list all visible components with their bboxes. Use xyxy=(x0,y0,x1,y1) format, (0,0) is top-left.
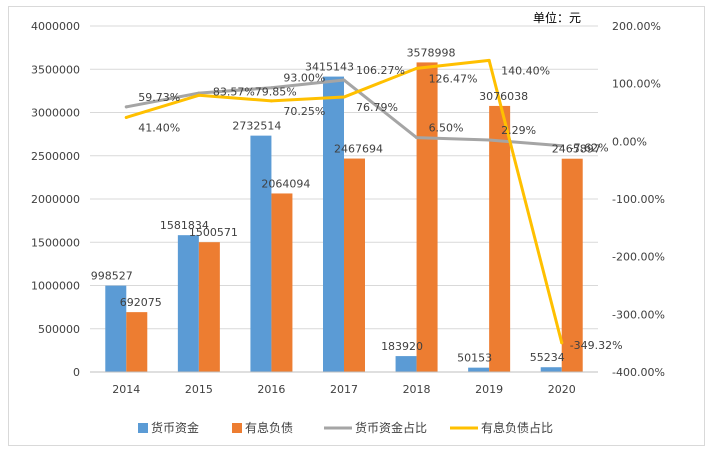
unit-label: 单位：元 xyxy=(533,10,581,25)
point-debt-ratio xyxy=(560,341,564,345)
point-debt-ratio xyxy=(124,115,128,119)
label-debt-ratio: 70.25% xyxy=(283,105,325,118)
left-axis-tick: 2500000 xyxy=(31,150,80,163)
label-cash: 3415143 xyxy=(305,61,354,74)
legend-swatch xyxy=(138,423,148,433)
left-axis-tick: 2000000 xyxy=(31,193,80,206)
x-axis-tick: 2019 xyxy=(475,383,503,396)
label-cash-ratio: 93.00% xyxy=(283,72,325,85)
point-debt-ratio xyxy=(269,99,273,103)
label-debt: 3578998 xyxy=(407,46,456,59)
bar-cash xyxy=(250,135,272,372)
label-cash: 1581834 xyxy=(160,219,209,232)
left-axis-tick: 3500000 xyxy=(31,63,80,76)
point-cash-ratio xyxy=(342,78,346,82)
x-axis-tick: 2016 xyxy=(257,383,285,396)
bar-cash xyxy=(468,367,490,372)
left-axis-tick: 500000 xyxy=(38,323,80,336)
legend-label: 货币资金占比 xyxy=(355,420,427,435)
label-debt-ratio: 140.40% xyxy=(501,64,550,77)
label-cash-ratio: 106.27% xyxy=(356,64,405,77)
point-debt-ratio xyxy=(415,66,419,70)
legend-label: 货币资金 xyxy=(151,420,199,435)
right-axis-tick: -300.00% xyxy=(612,308,665,321)
label-cash: 55234 xyxy=(530,351,565,364)
x-axis-tick: 2015 xyxy=(185,383,213,396)
label-cash-ratio: 6.50% xyxy=(429,122,464,135)
label-debt-ratio: -349.32% xyxy=(570,339,623,352)
x-axis-tick: 2018 xyxy=(403,383,431,396)
label-debt: 692075 xyxy=(120,296,162,309)
data-labels: 998527 1581834 2732514 3415143 183920 50153 55… xyxy=(91,46,623,364)
left-axis-tick: 4000000 xyxy=(31,20,80,33)
label-cash-ratio: 59.73% xyxy=(138,91,180,104)
point-cash-ratio xyxy=(415,136,419,140)
bar-debt xyxy=(561,158,583,372)
left-axis-tick: 0 xyxy=(73,366,80,379)
bar-series xyxy=(105,62,583,372)
label-debt: 3076038 xyxy=(479,90,528,103)
label-debt: 2465897 xyxy=(552,143,601,156)
point-debt-ratio xyxy=(487,58,491,62)
point-debt-ratio xyxy=(197,93,201,97)
label-debt: 2467694 xyxy=(334,143,383,156)
right-axis-tick: -100.00% xyxy=(612,193,665,206)
right-axis-tick: -400.00% xyxy=(612,366,665,379)
point-cash-ratio xyxy=(124,105,128,109)
bar-cash xyxy=(395,356,417,372)
bar-cash xyxy=(323,76,344,372)
left-axis-tick: 1000000 xyxy=(31,280,80,293)
bar-debt xyxy=(344,158,365,372)
point-cash-ratio xyxy=(269,86,273,90)
legend-label: 有息负债 xyxy=(245,420,293,435)
legend-label: 有息负债占比 xyxy=(481,420,553,435)
right-axis-tick: 0.00% xyxy=(612,135,647,148)
label-cash: 998527 xyxy=(91,270,133,283)
bar-debt xyxy=(198,242,220,372)
bar-cash xyxy=(105,285,127,372)
bar-cash xyxy=(177,235,199,372)
label-cash: 50153 xyxy=(457,352,492,365)
bar-debt xyxy=(489,105,511,372)
point-debt-ratio xyxy=(342,95,346,99)
label-debt: 1500571 xyxy=(189,226,238,239)
label-cash-ratio: -7.62% xyxy=(570,142,609,155)
axes: 0 500000 1000000 1500000 2000000 2500000 30000… xyxy=(31,20,665,396)
legend: 货币资金 有息负债 货币资金占比 有息负债占比 xyxy=(138,420,553,435)
label-ratio-2015: 83.57%79.85% xyxy=(213,85,297,98)
label-cash: 183920 xyxy=(381,340,423,353)
label-cash: 2732514 xyxy=(232,120,281,133)
point-cash-ratio xyxy=(487,138,491,142)
line-series xyxy=(124,58,564,345)
label-debt-ratio: 41.40% xyxy=(138,121,180,134)
x-axis-tick: 2017 xyxy=(330,383,358,396)
right-axis-tick: -200.00% xyxy=(612,251,665,264)
label-debt: 2064094 xyxy=(261,177,310,190)
bar-debt xyxy=(416,62,438,372)
bar-debt xyxy=(271,193,293,372)
right-axis-tick: 200.00% xyxy=(612,20,661,33)
label-debt-ratio: 126.47% xyxy=(429,72,478,85)
right-axis-tick: 100.00% xyxy=(612,78,661,91)
left-axis-tick: 1500000 xyxy=(31,236,80,249)
left-axis-tick: 3000000 xyxy=(31,107,80,120)
label-cash-ratio: 2.29% xyxy=(501,124,536,137)
legend-swatch xyxy=(232,423,242,433)
bar-cash xyxy=(540,367,562,372)
point-cash-ratio xyxy=(560,144,564,148)
x-axis-tick: 2020 xyxy=(548,383,576,396)
label-debt-ratio: 76.79% xyxy=(356,101,398,114)
x-axis-tick: 2014 xyxy=(112,383,140,396)
bar-debt xyxy=(126,312,148,372)
